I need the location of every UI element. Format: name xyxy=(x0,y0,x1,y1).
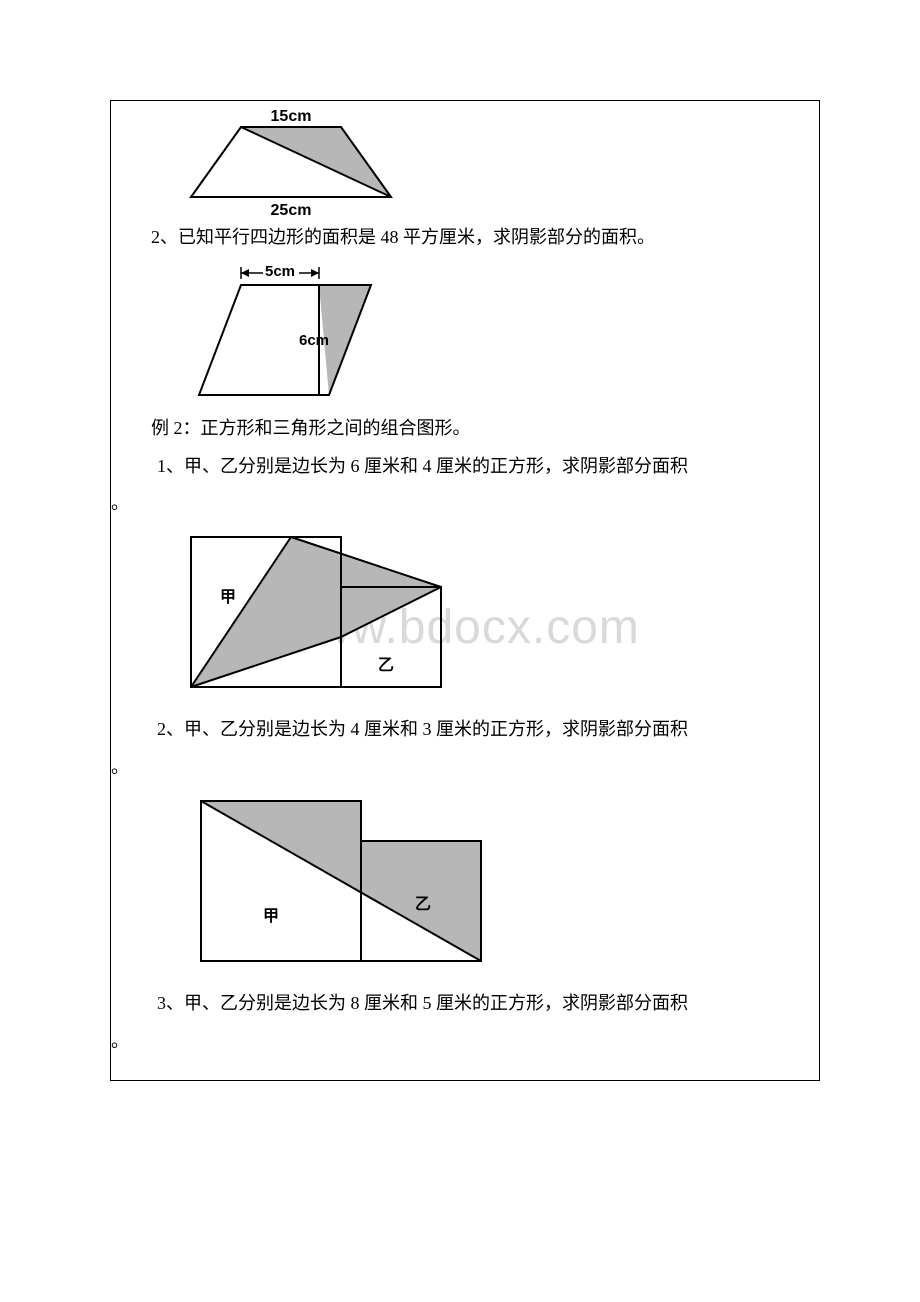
arrow-left-icon xyxy=(241,269,249,277)
arrow-right-icon xyxy=(311,269,319,277)
figure-2-parallelogram: 5cm 6cm xyxy=(111,257,819,410)
label-yi-4: 乙 xyxy=(415,896,431,913)
problem-2-text: 2、已知平行四边形的面积是 48 平方厘米，求阴影部分的面积。 xyxy=(111,219,819,257)
bottom-dimension-label: 25cm xyxy=(271,202,312,215)
figure-1-trapezoid: 15cm 25cm xyxy=(111,101,819,219)
content-border-box: 15cm 25cm 2、已知平行四边形的面积是 48 平方厘米，求阴影部分的面积… xyxy=(110,100,820,1081)
problem-3-1-period: 。 xyxy=(111,485,819,523)
top-dimension-label: 15cm xyxy=(271,108,312,125)
label-jia-3: 甲 xyxy=(220,588,236,606)
parallelogram-svg: 5cm 6cm xyxy=(171,261,411,406)
example-2-heading: 例 2：正方形和三角形之间的组合图形。 xyxy=(111,410,819,448)
problem-3-2-body: 2、甲、乙分别是边长为 4 厘米和 3 厘米的正方形，求阴影部分面积 xyxy=(117,711,688,749)
side-6cm-label: 6cm xyxy=(299,332,329,349)
label-jia-4: 甲 xyxy=(263,907,279,925)
problem-3-3-text: 3、甲、乙分别是边长为 8 厘米和 5 厘米的正方形，求阴影部分面积 xyxy=(111,985,819,1023)
two-squares-svg-1: 甲 乙 xyxy=(171,527,471,707)
trapezoid-svg: 15cm 25cm xyxy=(171,105,441,215)
shaded-quad-3 xyxy=(191,537,441,687)
problem-3-2-period: 。 xyxy=(111,749,819,787)
problem-3-2-text: 2、甲、乙分别是边长为 4 厘米和 3 厘米的正方形，求阴影部分面积 xyxy=(111,711,819,749)
figure-3-two-squares: 甲 乙 xyxy=(111,523,819,711)
document-page: www.bdocx.com 15cm 25cm 2、已知平行四边形的面积是 48… xyxy=(0,0,920,1302)
problem-3-1-body: 1、甲、乙分别是边长为 6 厘米和 4 厘米的正方形，求阴影部分面积 xyxy=(117,448,688,486)
top-5cm-label: 5cm xyxy=(265,263,295,280)
problem-3-3-body: 3、甲、乙分别是边长为 8 厘米和 5 厘米的正方形，求阴影部分面积 xyxy=(117,985,688,1023)
problem-3-3-period: 。 xyxy=(111,1023,819,1061)
figure-4-two-squares: 甲 乙 xyxy=(111,787,819,985)
two-squares-svg-2: 甲 乙 xyxy=(171,791,511,981)
label-yi-3: 乙 xyxy=(378,657,394,674)
problem-3-1-text: 1、甲、乙分别是边长为 6 厘米和 4 厘米的正方形，求阴影部分面积 xyxy=(111,448,819,486)
